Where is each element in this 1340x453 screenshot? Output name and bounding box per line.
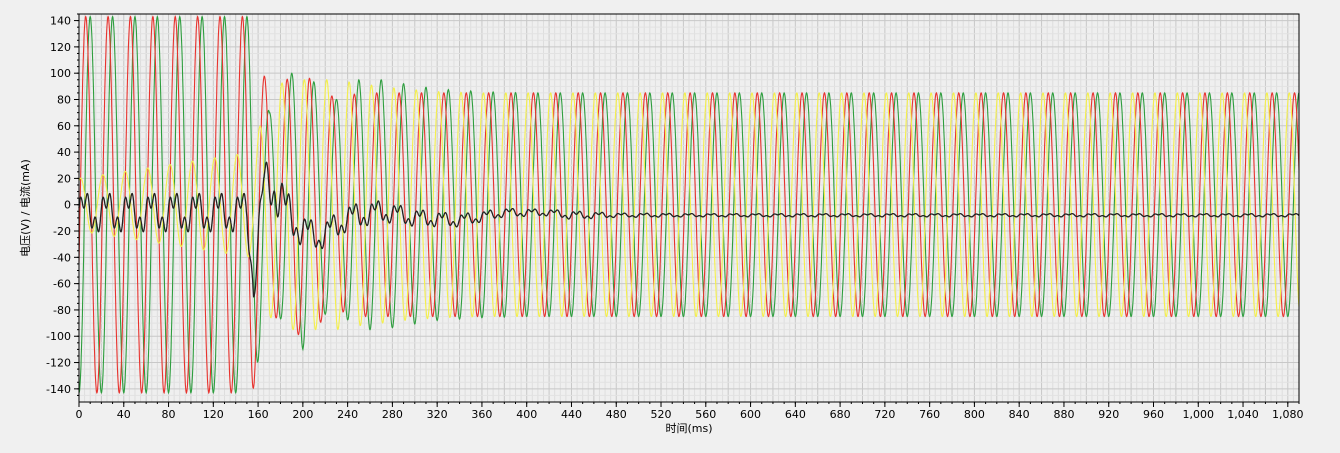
x-axis-title: 时间(ms) <box>665 422 712 435</box>
y-tick-label: -60 <box>53 278 71 291</box>
x-tick-label: 880 <box>1053 408 1074 421</box>
x-tick-label: 80 <box>162 408 176 421</box>
y-tick-label: -100 <box>46 330 71 343</box>
x-tick-label: 280 <box>382 408 403 421</box>
x-tick-label: 400 <box>516 408 537 421</box>
y-tick-label: 140 <box>50 15 71 28</box>
x-tick-label: 40 <box>117 408 131 421</box>
x-tick-label: 960 <box>1143 408 1164 421</box>
x-tick-label: 480 <box>606 408 627 421</box>
x-tick-label: 1,000 <box>1183 408 1215 421</box>
y-tick-label: 40 <box>57 146 71 159</box>
x-tick-label: 1,040 <box>1227 408 1259 421</box>
x-tick-label: 760 <box>919 408 940 421</box>
x-tick-label: 680 <box>830 408 851 421</box>
x-tick-label: 720 <box>874 408 895 421</box>
y-tick-label: -40 <box>53 251 71 264</box>
y-tick-label: 0 <box>64 199 71 212</box>
y-tick-label: 120 <box>50 41 71 54</box>
series-line-2 <box>78 79 1300 331</box>
x-tick-label: 360 <box>471 408 492 421</box>
x-tick-label: 120 <box>203 408 224 421</box>
x-tick-label: 0 <box>76 408 83 421</box>
y-tick-label: 20 <box>57 172 71 185</box>
x-tick-label: 560 <box>695 408 716 421</box>
y-tick-label: -80 <box>53 304 71 317</box>
x-tick-label: 600 <box>740 408 761 421</box>
x-tick-label: 320 <box>427 408 448 421</box>
series-line-1 <box>78 15 1300 395</box>
x-tick-label: 840 <box>1009 408 1030 421</box>
x-tick-label: 160 <box>248 408 269 421</box>
series-line-0 <box>78 15 1300 395</box>
x-tick-label: 640 <box>785 408 806 421</box>
y-axis: 140 120 100 80 60 40 20 0 -20 -40 -60 -80 -100 -120 -1… <box>46 13 79 396</box>
series-layer <box>78 15 1300 395</box>
x-tick-label: 240 <box>337 408 358 421</box>
x-axis: 0 40 80 120 160 200 240 280 320 360 400 440 480 520 56… <box>76 402 1304 421</box>
x-tick-label: 920 <box>1098 408 1119 421</box>
x-tick-label: 440 <box>561 408 582 421</box>
y-tick-label: 100 <box>50 67 71 80</box>
y-tick-label: 60 <box>57 120 71 133</box>
x-tick-label: 1,080 <box>1272 408 1304 421</box>
y-tick-label: -120 <box>46 357 71 370</box>
y-axis-title: 电压(V) / 电流(mA) <box>18 159 32 257</box>
y-tick-label: 80 <box>57 93 71 106</box>
x-tick-label: 520 <box>651 408 672 421</box>
series-line-3 <box>78 161 1300 298</box>
plot-border <box>78 13 1300 403</box>
y-tick-label: -20 <box>53 225 71 238</box>
x-tick-label: 800 <box>964 408 985 421</box>
y-tick-label: -140 <box>46 383 71 396</box>
x-tick-label: 200 <box>292 408 313 421</box>
